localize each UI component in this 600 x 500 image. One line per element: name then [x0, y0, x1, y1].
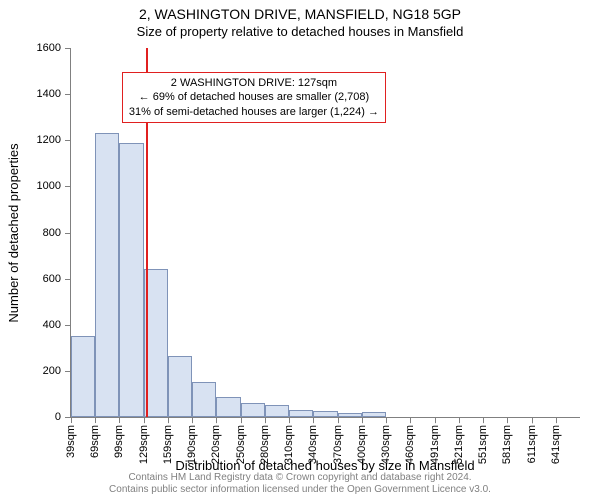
y-tick: 400 — [43, 319, 71, 331]
y-tick: 200 — [43, 365, 71, 377]
footer-line-2: Contains public sector information licen… — [0, 484, 600, 496]
footer-line-1: Contains HM Land Registry data © Crown c… — [0, 472, 600, 484]
x-tick: 69sqm — [89, 417, 101, 458]
bar — [241, 403, 265, 417]
bar — [119, 143, 143, 417]
y-tick: 1600 — [37, 42, 71, 54]
x-tick: 99sqm — [113, 417, 125, 458]
bar — [71, 336, 95, 417]
annotation-line: ← 69% of detached houses are smaller (2,… — [129, 90, 379, 104]
bar — [216, 397, 240, 417]
y-axis-label: Number of detached properties — [6, 48, 21, 418]
y-tick: 800 — [43, 227, 71, 239]
annotation-line: 31% of semi-detached houses are larger (… — [129, 105, 379, 119]
annotation-line: 2 WASHINGTON DRIVE: 127sqm — [129, 76, 379, 90]
x-tick: 39sqm — [65, 417, 77, 458]
chart-title-sub: Size of property relative to detached ho… — [0, 24, 600, 39]
footer-note: Contains HM Land Registry data © Crown c… — [0, 472, 600, 496]
y-tick: 1200 — [37, 134, 71, 146]
y-tick: 1400 — [37, 88, 71, 100]
chart-title-main: 2, WASHINGTON DRIVE, MANSFIELD, NG18 5GP — [0, 6, 600, 22]
bar — [168, 356, 192, 417]
bar — [265, 405, 289, 417]
bar — [192, 382, 216, 417]
y-tick: 600 — [43, 273, 71, 285]
x-axis-label: Distribution of detached houses by size … — [70, 458, 580, 473]
x-tick: 611sqm — [526, 417, 538, 463]
chart-container: 2, WASHINGTON DRIVE, MANSFIELD, NG18 5GP… — [0, 0, 600, 500]
bar — [289, 410, 313, 417]
annotation-box: 2 WASHINGTON DRIVE: 127sqm← 69% of detac… — [122, 72, 386, 123]
y-tick: 1000 — [37, 180, 71, 192]
bar — [95, 133, 119, 417]
plot-area: 0200400600800100012001400160039sqm69sqm9… — [70, 48, 580, 418]
